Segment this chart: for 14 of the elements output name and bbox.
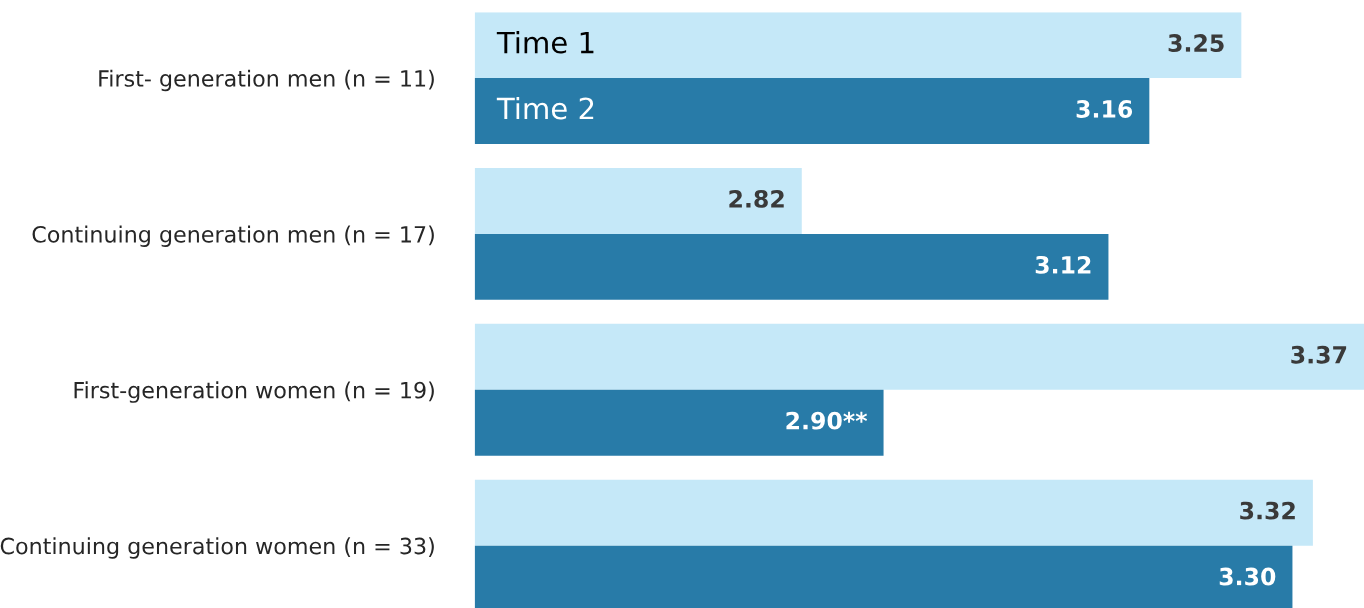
data-label: 3.30 — [1219, 567, 1276, 586]
y-tick-label: Continuing generation women (n = 33) — [0, 537, 434, 559]
data-label: 3.25 — [1168, 34, 1224, 52]
data-label: 2.90** — [786, 411, 868, 430]
data-label: 2.82 — [729, 189, 784, 208]
data-label: 3.32 — [1240, 501, 1295, 520]
data-label: 3.12 — [1035, 255, 1091, 274]
y-tick-label: Continuing generation men (n = 17) — [32, 225, 434, 248]
series-label: Time 1 — [496, 31, 594, 54]
data-label: 3.16 — [1076, 100, 1133, 118]
data-label: 3.37 — [1291, 345, 1347, 364]
y-tick-label: First-generation women (n = 19) — [74, 381, 434, 403]
y-tick-label: First- generation men (n = 11) — [99, 69, 434, 92]
series-label: Time 2 — [496, 96, 594, 120]
